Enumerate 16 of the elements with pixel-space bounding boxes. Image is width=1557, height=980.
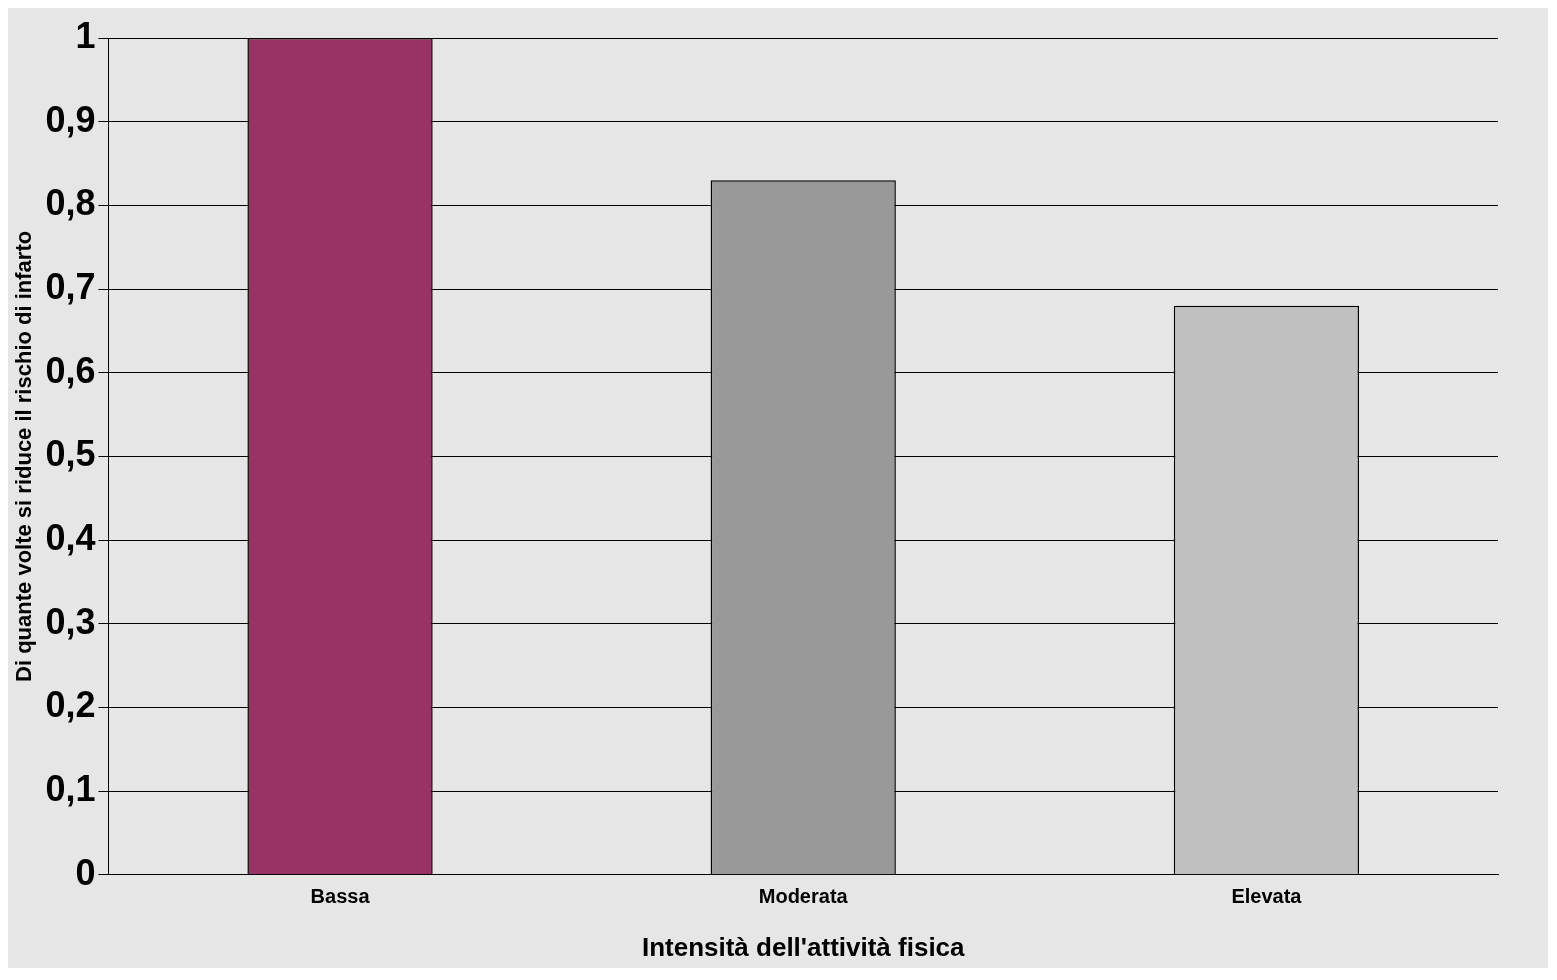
y-tick-label: 0,3 — [45, 600, 96, 642]
y-axis-title: Di quante volte si riduce il rischio di infarto — [11, 230, 37, 682]
y-tick-label: 0,2 — [45, 684, 96, 726]
x-tick-label: Bassa — [310, 885, 371, 908]
y-tick-label: 0,8 — [45, 182, 96, 224]
y-tick-label: 0,7 — [45, 265, 96, 307]
y-tick-label: 0,5 — [45, 433, 96, 475]
y-tick-label: 0,1 — [45, 768, 96, 810]
y-tick-label: 0,6 — [45, 349, 96, 391]
y-tick-label: 0,4 — [45, 517, 96, 558]
x-tick-label: Elevata — [1231, 885, 1303, 908]
y-tick-label: 1 — [75, 14, 96, 56]
y-tick-label: 0 — [75, 851, 96, 893]
y-tick-label: 0,9 — [45, 98, 96, 140]
x-axis-title: Intensità dell'attività fisica — [641, 931, 966, 962]
x-tick-label: Moderata — [758, 885, 849, 908]
